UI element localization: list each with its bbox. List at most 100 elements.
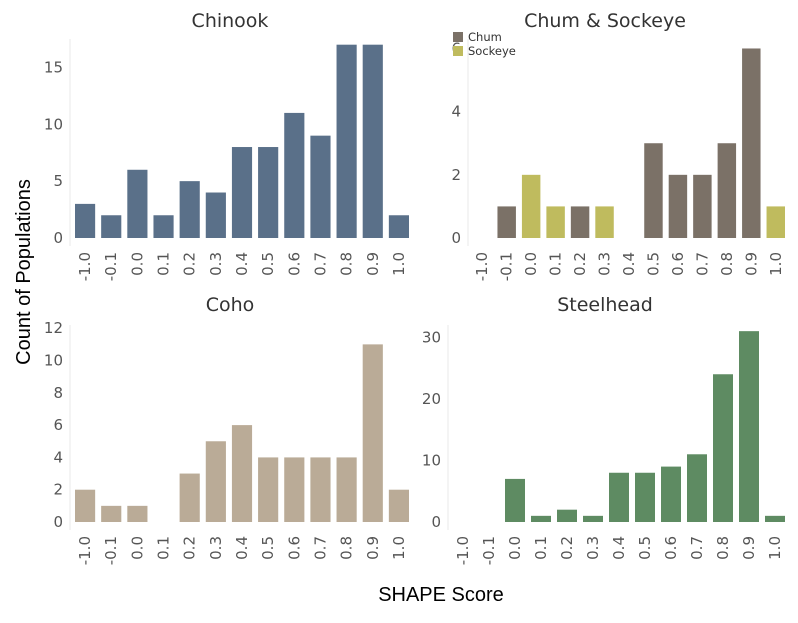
x-axis-title: SHAPE Score: [378, 584, 504, 606]
bar-count-0.4: [609, 472, 629, 522]
bar-chum-0.6: [668, 174, 688, 238]
bar-count-1.0: [388, 215, 409, 238]
bar-count-0.0: [127, 505, 148, 522]
bar-count-0.8: [336, 457, 357, 522]
x-tick-label: 0.6: [285, 536, 303, 560]
x-tick-label: 0.8: [338, 536, 356, 560]
chart-panel-2: Coho 0 2 4 6 8 10 12 -1.0 -0.1 0.0 0.1 0.2 0.3 0.4 0.5 0…: [44, 294, 409, 565]
bar-count-1.0: [388, 489, 409, 522]
x-tick-label: 0.1: [532, 536, 550, 560]
x-tick-label: 1.0: [766, 536, 784, 560]
y-tick-label: 0: [53, 229, 63, 247]
bar-count-0.4: [231, 425, 253, 522]
bar-count-0.5: [258, 147, 279, 238]
x-tick-label: 0.4: [620, 252, 638, 276]
bar-count-0.9: [362, 344, 383, 522]
bar-chum-0.2: [570, 206, 590, 238]
x-tick-label: -0.1: [498, 252, 516, 281]
bar-count-0.2: [179, 473, 200, 522]
y-tick-label: 5: [53, 172, 63, 190]
legend-label-chum: Chum: [468, 30, 502, 44]
x-tick-label: 1.0: [390, 252, 408, 276]
x-tick-label: 0.8: [718, 252, 736, 276]
x-tick-label: 0.7: [311, 252, 329, 276]
bar-count-0.7: [310, 135, 331, 238]
chart-panel-3: Steelhead 0 10 20 30 -1.0 -0.1 0.0 0.1 0.2 0.3 0.4 0…: [422, 294, 785, 565]
panel-title: Steelhead: [557, 294, 653, 316]
bar-count-0.7: [310, 457, 331, 522]
bar-count-0.2: [179, 181, 200, 238]
x-tick-label: 0.4: [233, 536, 251, 560]
x-tick-label: 0.1: [155, 252, 173, 276]
bar-count-1.0: [765, 515, 785, 522]
y-tick-label: 2: [53, 481, 63, 499]
y-tick-label: 15: [44, 58, 63, 76]
y-tick-label: 0: [53, 513, 63, 531]
y-tick-label: 2: [451, 166, 461, 184]
legend-label-sockeye: Sockeye: [468, 44, 516, 58]
bar-chum-0.7: [693, 174, 712, 238]
bar-chum-0.9: [742, 48, 761, 238]
panel-title: Chinook: [192, 10, 269, 32]
x-tick-label: 0.9: [742, 252, 760, 276]
bar-count-0.9: [739, 331, 759, 522]
bar-chum-0.8: [717, 143, 737, 238]
x-tick-label: 0.2: [181, 536, 199, 560]
x-tick-label: 0.4: [610, 536, 628, 560]
x-tick-label: 0.1: [547, 252, 565, 276]
bar-sockeye-0.3: [595, 206, 614, 238]
x-tick-label: 0.1: [155, 536, 173, 560]
bar-count-0.4: [231, 147, 253, 238]
x-tick-label: 0.6: [669, 252, 687, 276]
x-tick-label: 0.7: [688, 536, 706, 560]
x-tick-label: 0.9: [364, 252, 382, 276]
y-tick-label: 10: [44, 352, 63, 370]
x-tick-label: 0.5: [259, 536, 277, 560]
bar-count-0.9: [362, 44, 383, 238]
x-tick-label: -0.1: [102, 252, 120, 281]
bar-count-0.6: [661, 466, 681, 522]
bar-count-0.5: [258, 457, 279, 522]
panel-title: Coho: [206, 294, 255, 316]
bar-count-0.3: [205, 441, 226, 522]
y-tick-label: 4: [451, 103, 461, 121]
x-tick-label: 0.4: [233, 252, 251, 276]
x-tick-label: 0.2: [558, 536, 576, 560]
bar-count-0.1: [153, 215, 174, 238]
bar-sockeye-0.0: [521, 174, 541, 238]
x-tick-label: 0.7: [311, 536, 329, 560]
panel-title: Chum & Sockeye: [524, 10, 686, 32]
bar-count-0.3: [205, 192, 226, 238]
bar-count-0.5: [635, 472, 655, 522]
bar-sockeye-1.0: [766, 206, 785, 238]
y-tick-label: 10: [422, 451, 441, 469]
x-tick-label: 0.3: [584, 536, 602, 560]
x-tick-label: 0.0: [128, 252, 146, 276]
x-tick-label: 0.9: [740, 536, 758, 560]
chart-panel-0: Chinook 0 5 10 15 -1.0 -0.1 0.0 0.1 0.2 0.3 0.4 0.5 0…: [44, 10, 409, 281]
y-tick-label: 10: [44, 115, 63, 133]
bar-count-0.1: [531, 515, 551, 522]
bar-count--0.1: [101, 505, 122, 522]
chart-panel-1: Chum & Sockeye0246-1.0-0.10.00.10.20.30.…: [451, 10, 785, 281]
x-tick-label: 0.5: [636, 536, 654, 560]
x-tick-label: 0.0: [506, 536, 524, 560]
legend-swatch-sockeye: [453, 46, 463, 56]
bar-count--1.0: [75, 203, 96, 238]
legend-swatch-chum: [453, 32, 463, 42]
x-tick-label: 0.3: [207, 252, 225, 276]
x-tick-label: 1.0: [390, 536, 408, 560]
bar-count-0.6: [284, 457, 305, 522]
bar-sockeye-0.1: [546, 206, 565, 238]
x-tick-label: 0.0: [522, 252, 540, 276]
x-tick-label: 0.5: [259, 252, 277, 276]
bar-count-0.0: [505, 478, 525, 522]
bar-count--0.1: [101, 215, 122, 238]
bar-count-0.8: [336, 44, 357, 238]
y-tick-label: 30: [422, 328, 441, 346]
y-tick-label: 4: [53, 448, 63, 466]
bar-count-0.3: [583, 515, 603, 522]
x-tick-label: 0.2: [571, 252, 589, 276]
y-tick-label: 0: [431, 513, 441, 531]
